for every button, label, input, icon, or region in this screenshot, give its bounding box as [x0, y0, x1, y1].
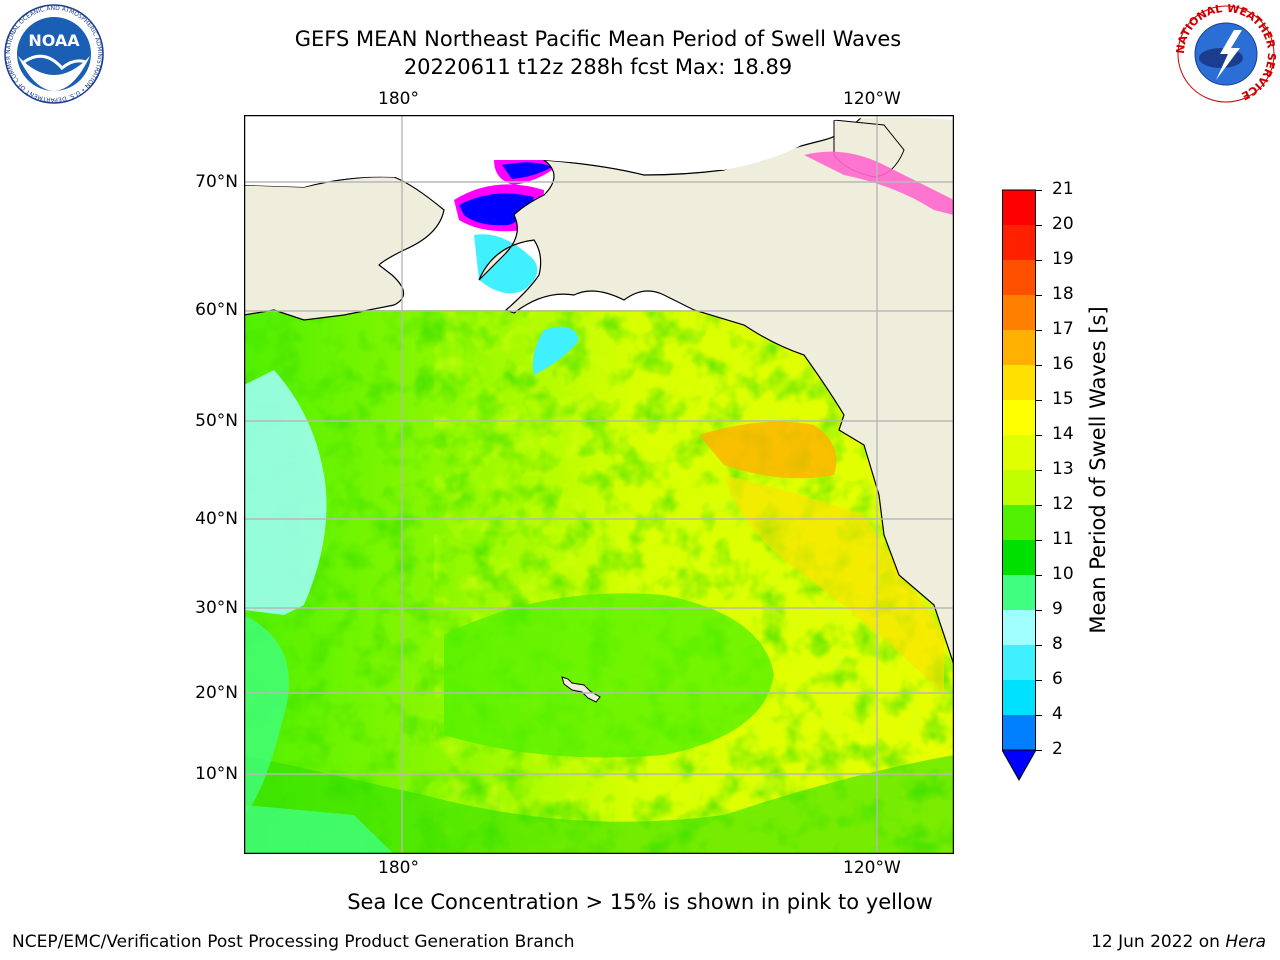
colorbar-tick-mark — [1036, 680, 1042, 681]
lat-tick-60n: 60°N — [195, 300, 238, 320]
colorbar-tick-mark — [1036, 400, 1042, 401]
colorbar-segment — [1002, 645, 1036, 680]
bering-cyan — [474, 234, 538, 294]
colorbar-tick-mark — [1036, 435, 1042, 436]
nws-logo: NATIONAL WEATHER SERVICE — [1174, 2, 1278, 104]
land-alaska — [478, 114, 955, 666]
chart-title: GEFS MEAN Northeast Pacific Mean Period … — [294, 27, 902, 51]
credit-date-text: 12 Jun 2022 on — [1091, 932, 1226, 952]
lat-tick-20n: 20°N — [195, 683, 238, 703]
colorbar-tick-mark — [1036, 750, 1042, 751]
hawaii — [561, 676, 601, 703]
lon-tick-top-120w: 120°W — [843, 89, 901, 109]
colorbar-tick-label: 14 — [1052, 424, 1074, 444]
colorbar — [1001, 188, 1037, 782]
colorbar-tick-label: 17 — [1052, 319, 1074, 339]
colorbar-tick-mark — [1036, 470, 1042, 471]
colorbar-tick-label: 18 — [1052, 284, 1074, 304]
map-frame — [243, 114, 955, 855]
colorbar-tick-label: 15 — [1052, 389, 1074, 409]
colorbar-segment — [1002, 715, 1036, 750]
colorbar-tick-label: 8 — [1052, 634, 1063, 654]
colorbar-segment — [1002, 225, 1036, 260]
chukchi-ice-blue — [502, 162, 552, 179]
swell-zone-green — [444, 593, 774, 758]
colorbar-segment — [1002, 330, 1036, 365]
colorbar-segment — [1002, 610, 1036, 645]
swell-zone-cyan — [244, 370, 327, 615]
lat-tick-40n: 40°N — [195, 509, 238, 529]
lon-tick-bottom-120w: 120°W — [843, 858, 901, 878]
noaa-logo-text: NOAA — [28, 31, 80, 50]
colorbar-tick-label: 13 — [1052, 459, 1074, 479]
colorbar-tick-mark — [1036, 645, 1042, 646]
colorbar-tick-label: 11 — [1052, 529, 1074, 549]
swell-zone-orange — [699, 421, 837, 479]
colorbar-segment — [1002, 505, 1036, 540]
lon-tick-top-180: 180° — [378, 89, 419, 109]
colorbar-segment — [1002, 400, 1036, 435]
colorbar-frame — [1002, 189, 1036, 751]
colorbar-segment — [1002, 435, 1036, 470]
colorbar-tick-mark — [1036, 260, 1042, 261]
swell-zone-lowleft — [244, 805, 394, 854]
colorbar-tick-mark — [1036, 610, 1042, 611]
colorbar-tick-label: 12 — [1052, 494, 1074, 514]
map-panel — [243, 114, 955, 855]
arctic-ice-edge — [804, 151, 954, 215]
colorbar-tick-label: 4 — [1052, 704, 1063, 724]
colorbar-tick-mark — [1036, 575, 1042, 576]
swell-zone-teal — [244, 615, 289, 815]
noaa-logo: NATIONAL OCEANIC AND ATMOSPHERIC ADMINIS… — [2, 0, 104, 104]
colorbar-tick-label: 2 — [1052, 739, 1063, 759]
lat-tick-70n: 70°N — [195, 172, 238, 192]
colorbar-segment — [1002, 295, 1036, 330]
map-gridlines — [244, 115, 954, 854]
credit-host: Hera — [1225, 932, 1266, 952]
swell-zone-yellow — [724, 475, 944, 695]
colorbar-segment — [1002, 575, 1036, 610]
white-arctic-top — [244, 115, 954, 187]
colorbar-tick-label: 21 — [1052, 179, 1074, 199]
colorbar-tick-label: 19 — [1052, 249, 1074, 269]
colorbar-tick-mark — [1036, 190, 1042, 191]
colorbar-segment — [1002, 540, 1036, 575]
colorbar-segment — [1002, 680, 1036, 715]
colorbar-tick-label: 10 — [1052, 564, 1074, 584]
lat-tick-50n: 50°N — [195, 411, 238, 431]
sea-ice-note: Sea Ice Concentration > 15% is shown in … — [347, 890, 933, 914]
colorbar-segment — [1002, 365, 1036, 400]
colorbar-tick-mark — [1036, 330, 1042, 331]
colorbar-tick-label: 16 — [1052, 354, 1074, 374]
colorbar-tick-label: 6 — [1052, 669, 1063, 689]
colorbar-tick-mark — [1036, 365, 1042, 366]
lon-tick-bottom-180: 180° — [378, 858, 419, 878]
lat-tick-10n: 10°N — [195, 764, 238, 784]
colorbar-tick-mark — [1036, 715, 1042, 716]
colorbar-tick-mark — [1036, 540, 1042, 541]
cook-inlet-cyan — [532, 326, 579, 375]
colorbar-segment — [1002, 190, 1036, 225]
colorbar-tick-label: 9 — [1052, 599, 1063, 619]
colorbar-tick-mark — [1036, 295, 1042, 296]
credit-branch: NCEP/EMC/Verification Post Processing Pr… — [12, 932, 575, 952]
chart-subtitle: 20220611 t12z 288h fcst Max: 18.89 — [403, 55, 793, 79]
land-siberia — [243, 176, 445, 321]
lat-tick-30n: 30°N — [195, 598, 238, 618]
credit-date: 12 Jun 2022 on Hera — [1091, 932, 1266, 952]
colorbar-label: Mean Period of Swell Waves [s] — [1086, 306, 1110, 634]
colorbar-tick-label: 20 — [1052, 214, 1074, 234]
swell-zone-south — [244, 755, 954, 854]
colorbar-segment — [1002, 260, 1036, 295]
colorbar-under-triangle — [1001, 749, 1037, 782]
colorbar-tick-mark — [1036, 505, 1042, 506]
colorbar-segment — [1002, 470, 1036, 505]
colorbar-tick-mark — [1036, 225, 1042, 226]
